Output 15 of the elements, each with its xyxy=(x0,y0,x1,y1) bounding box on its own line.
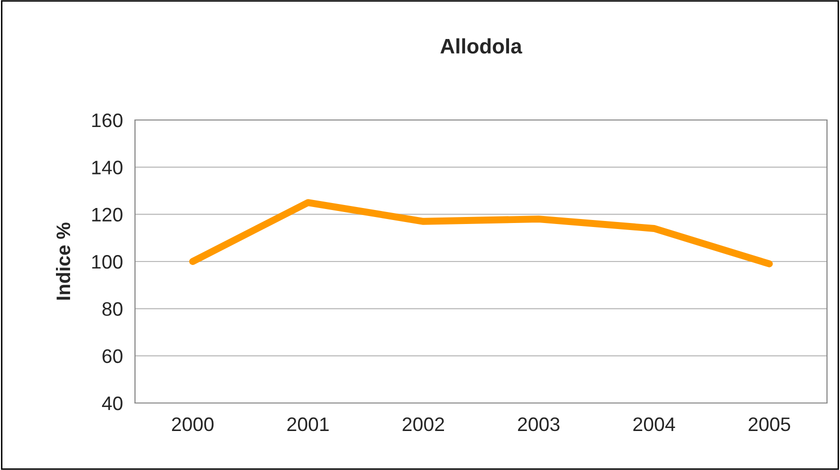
y-tick-label: 100 xyxy=(92,254,122,269)
y-axis-title: Indice % xyxy=(56,222,70,300)
x-tick-label: 2003 xyxy=(518,417,560,432)
x-tick-label: 2004 xyxy=(633,417,676,432)
y-tick-label: 120 xyxy=(92,208,122,222)
y-tick-label: 160 xyxy=(92,113,122,128)
x-tick-label: 2005 xyxy=(748,417,790,432)
y-tick-label: 60 xyxy=(102,349,122,364)
y-tick-label: 40 xyxy=(102,396,122,410)
chart-title: Allodola xyxy=(440,38,522,54)
y-tick-label: 140 xyxy=(92,160,122,174)
x-tick-label: 2002 xyxy=(402,417,444,432)
y-tick-label: 80 xyxy=(102,302,122,316)
x-tick-label: 2000 xyxy=(172,417,214,432)
x-tick-label: 2001 xyxy=(287,417,329,432)
